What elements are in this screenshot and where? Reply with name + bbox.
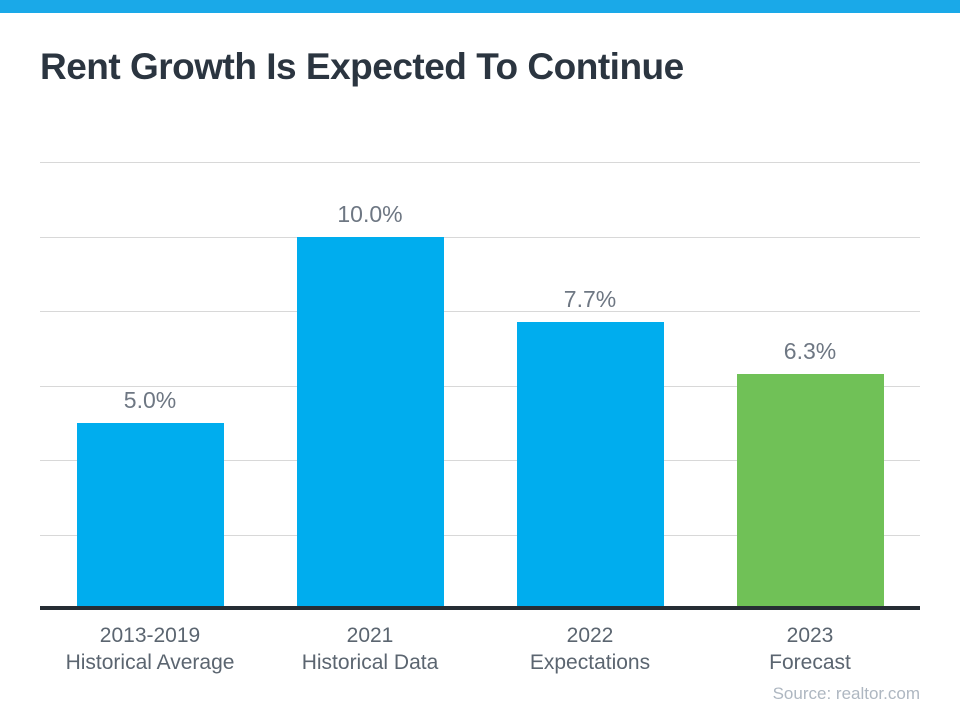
gridline-2pct <box>40 534 920 536</box>
category-label-line: Expectations <box>529 651 651 674</box>
bar-column: 7.7% <box>480 162 700 609</box>
bar-value-label: 10.0% <box>337 200 403 227</box>
category-label-line: 2013-2019 <box>99 624 201 647</box>
gridline-10pct <box>40 236 920 238</box>
category-label-line: 2023 <box>786 624 834 647</box>
bar-column: 6.3% <box>700 162 920 609</box>
x-axis-line <box>40 606 920 610</box>
category-label-line: Historical Data <box>301 651 439 674</box>
chart-title: Rent Growth Is Expected To Continue <box>40 46 684 87</box>
plot-area: 5.0% 10.0% 7.7% 6.3% <box>40 162 920 609</box>
bar-column: 5.0% <box>40 162 260 609</box>
gridline-8pct <box>40 311 920 312</box>
bar-2013-2019 <box>76 422 224 609</box>
gridline-12pct <box>40 162 920 163</box>
category-label-line: Historical Average <box>65 651 235 674</box>
bar-value-label: 6.3% <box>783 338 837 365</box>
gridline-6pct <box>40 385 920 387</box>
bar-column: 10.0% <box>260 162 480 609</box>
bar-value-label: 5.0% <box>123 386 177 413</box>
category-label-line: 2022 <box>566 624 614 647</box>
category-label-line: Forecast <box>769 651 851 674</box>
bar-2023 <box>736 374 884 609</box>
gridline-4pct <box>40 460 920 461</box>
category-label: 2013-2019 Historical Average <box>40 622 260 676</box>
category-label: 2022 Expectations <box>480 622 700 676</box>
x-axis-labels: 2013-2019 Historical Average 2021 Historica… <box>40 622 920 678</box>
category-label: 2023 Forecast <box>700 622 920 676</box>
bar-2021 <box>296 236 444 609</box>
source-attribution: Source: realtor.com <box>772 684 920 703</box>
bar-2022 <box>516 322 664 609</box>
bar-value-label: 7.7% <box>563 286 617 313</box>
top-accent-bar <box>0 0 960 13</box>
category-label-line: 2021 <box>346 624 394 647</box>
category-label: 2021 Historical Data <box>260 622 480 676</box>
